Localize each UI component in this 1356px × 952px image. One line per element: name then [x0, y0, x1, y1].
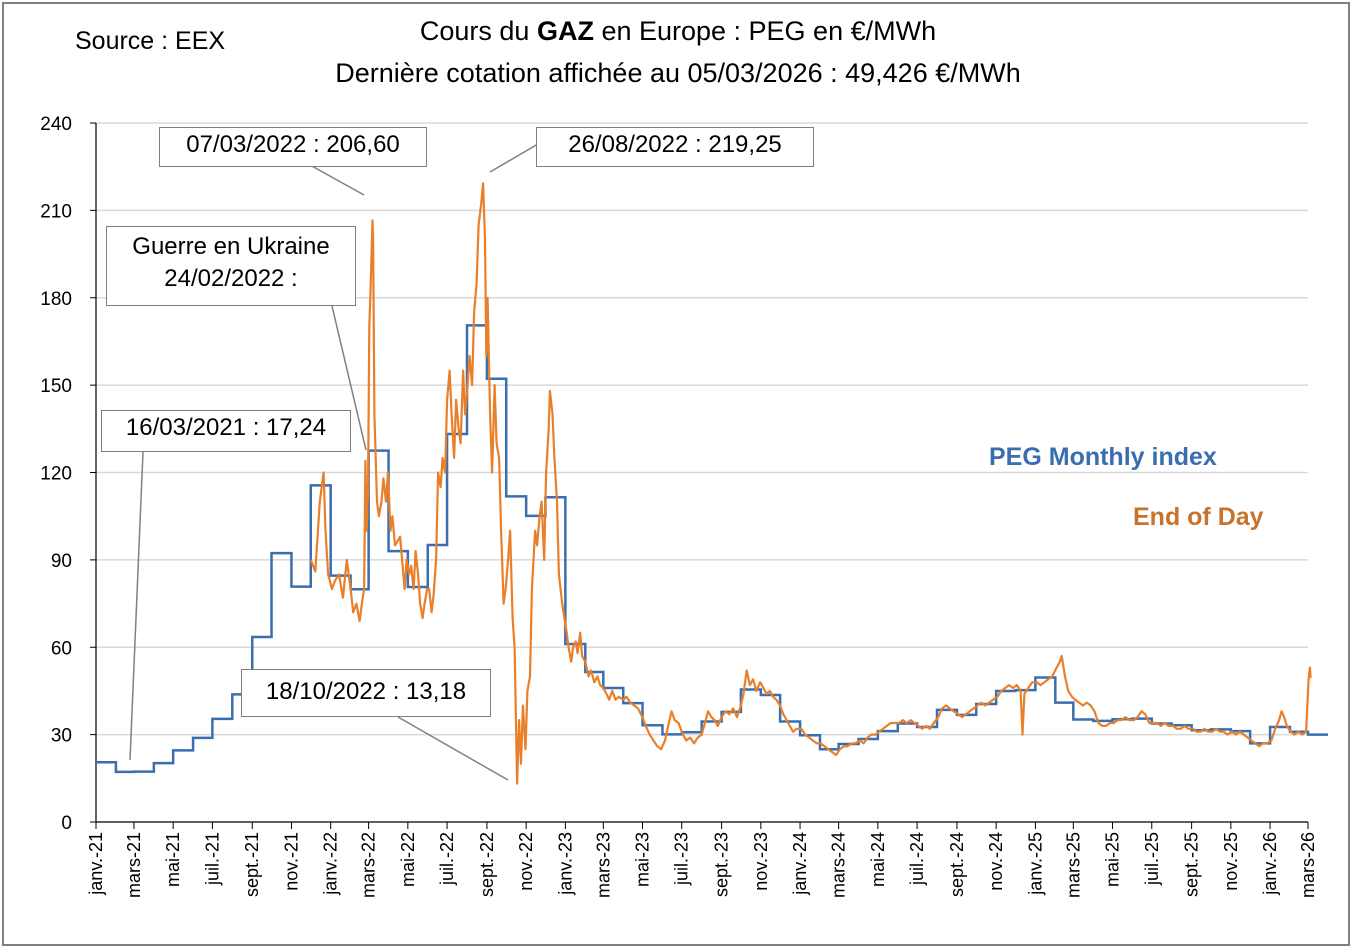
chart-title-bold: GAZ [536, 16, 594, 46]
x-tick-label: juil.-24 [907, 832, 927, 886]
legend-monthly-index: PEG Monthly index [989, 443, 1217, 471]
y-tick-label: 0 [61, 813, 72, 834]
legend-end-of-day: End of Day [1133, 503, 1264, 531]
x-tick-label: nov.-21 [281, 832, 301, 891]
x-tick-label: mars-25 [1063, 832, 1083, 898]
x-tick-label: mars-24 [829, 832, 849, 898]
chart-title: Cours du GAZ en Europe : PEG en €/MWh [0, 16, 1356, 47]
x-tick-label: nov.-23 [751, 832, 771, 891]
x-tick-label: janv.-24 [790, 832, 810, 896]
annotation-march-2021: 16/03/2021 : 17,24 [101, 410, 351, 452]
x-tick-label: mai-25 [1103, 832, 1123, 887]
y-tick-label: 90 [51, 551, 72, 572]
chart-subtitle: Dernière cotation affichée au 05/03/2026… [335, 58, 1021, 88]
annotation-low-october-2022: 18/10/2022 : 13,18 [241, 669, 491, 717]
x-tick-label: mars-23 [593, 832, 613, 898]
x-tick-label: janv.-21 [86, 832, 106, 896]
annotation-peak-august-2022: 26/08/2022 : 219,25 [536, 127, 814, 167]
annotation-ukraine-line2: 24/02/2022 : [164, 265, 298, 292]
x-tick-label: mars-21 [124, 832, 144, 898]
y-tick-label: 120 [40, 464, 72, 485]
y-tick-label: 60 [51, 638, 72, 659]
x-tick-label: nov.-25 [1221, 832, 1241, 891]
annotation-leader-line [129, 451, 144, 761]
y-tick-label: 180 [40, 289, 72, 310]
x-tick-label: juil.-25 [1142, 832, 1162, 886]
x-tick-label: janv.-23 [555, 832, 575, 896]
y-tick-label: 150 [40, 376, 72, 397]
x-tick-label: nov.-22 [516, 832, 536, 891]
annotation-leader-line [309, 164, 365, 196]
y-tick-label: 30 [51, 726, 72, 747]
x-tick-label: mars-26 [1298, 832, 1318, 898]
x-tick-label: sept.-25 [1182, 832, 1202, 897]
x-tick-label: janv.-26 [1260, 832, 1280, 896]
x-tick-label: juil.-23 [672, 832, 692, 886]
x-tick-label: mai-21 [163, 832, 183, 887]
x-tick-label: janv.-25 [1025, 832, 1045, 896]
annotation-ukraine-line1: Guerre en Ukraine [132, 233, 330, 260]
annotation-ukraine-war: Guerre en Ukraine 24/02/2022 : [106, 226, 356, 306]
x-tick-label: sept.-22 [477, 832, 497, 897]
x-tick-label: juil.-21 [202, 832, 222, 886]
source-label: Source : EEX [75, 27, 226, 55]
annotation-peak-march-2022: 07/03/2022 : 206,60 [159, 127, 427, 167]
x-tick-label: mars-22 [359, 832, 379, 898]
chart-title-suffix: en Europe : PEG en €/MWh [593, 16, 937, 46]
x-tick-label: mai-22 [398, 832, 418, 887]
series-peg-monthly-index [96, 324, 1328, 774]
x-tick-label: sept.-23 [712, 832, 732, 897]
series-end-of-day [309, 182, 1312, 785]
x-tick-label: mai-24 [868, 832, 888, 887]
chart-title-prefix: Cours du [419, 16, 537, 46]
x-tick-label: sept.-21 [242, 832, 262, 897]
x-tick-label: janv.-22 [321, 832, 341, 896]
x-tick-label: juil.-22 [437, 832, 457, 886]
annotation-leader-line [489, 143, 539, 173]
y-tick-label: 240 [40, 114, 72, 135]
x-tick-label: mai-23 [633, 832, 653, 887]
x-tick-label: sept.-24 [947, 832, 967, 897]
x-tick-label: nov.-24 [986, 832, 1006, 891]
annotation-leader-line [331, 305, 367, 451]
annotation-leader-line [397, 716, 509, 781]
y-tick-label: 210 [40, 201, 72, 222]
